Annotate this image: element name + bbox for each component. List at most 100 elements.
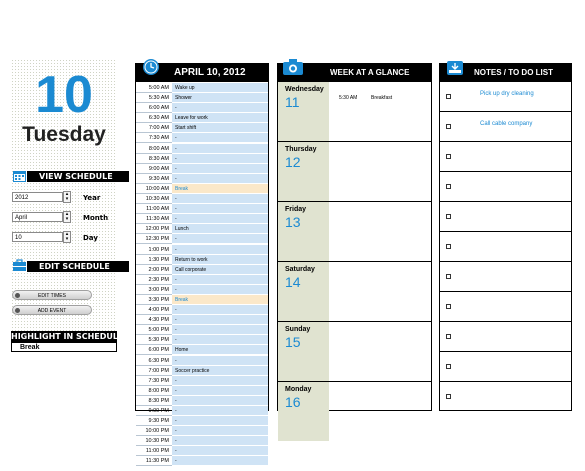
week-day-block: Friday 13	[278, 202, 431, 262]
schedule-row: 2:00 PM Call corporate	[136, 264, 268, 275]
add-event-button[interactable]: ADD EVENT	[12, 305, 92, 315]
note-checkbox[interactable]	[446, 124, 451, 129]
schedule-event[interactable]: -	[172, 385, 268, 396]
schedule-row: 9:30 PM -	[136, 416, 268, 427]
schedule-event[interactable]: -	[172, 153, 268, 164]
schedule-time: 4:30 PM	[136, 315, 172, 326]
year-spinner[interactable]: ▴ ▾	[63, 191, 71, 203]
note-row	[440, 202, 571, 232]
note-checkbox[interactable]	[446, 364, 451, 369]
note-checkbox[interactable]	[446, 154, 451, 159]
schedule-row: 5:00 PM -	[136, 325, 268, 336]
schedule-time: 8:00 AM	[136, 144, 172, 154]
schedule-event[interactable]: -	[172, 234, 268, 245]
schedule-event[interactable]: -	[172, 163, 268, 174]
schedule-event[interactable]: Soccer practice	[172, 365, 268, 376]
edit-times-button[interactable]: EDIT TIMES	[12, 290, 92, 300]
schedule-event[interactable]: Lunch	[172, 224, 268, 235]
month-spinner[interactable]: ▴ ▾	[63, 211, 71, 223]
schedule-event[interactable]: Start shift	[172, 123, 268, 134]
note-checkbox[interactable]	[446, 184, 451, 189]
month-label: Month	[83, 214, 109, 222]
schedule-event[interactable]: -	[172, 204, 268, 215]
schedule-row: 10:30 AM -	[136, 194, 268, 205]
note-checkbox[interactable]	[446, 274, 451, 279]
schedule-event[interactable]: Leave for work	[172, 113, 268, 124]
schedule-event[interactable]: -	[172, 325, 268, 336]
week-day-name: Friday	[285, 206, 307, 213]
schedule-event[interactable]: -	[172, 426, 268, 437]
schedule-event[interactable]: -	[172, 173, 268, 184]
schedule-event[interactable]: -	[172, 284, 268, 295]
schedule-event[interactable]: Shower	[172, 93, 268, 104]
schedule-row: 11:30 AM -	[136, 214, 268, 225]
schedule-time: 7:00 PM	[136, 366, 172, 376]
note-checkbox[interactable]	[446, 304, 451, 309]
schedule-time: 10:00 PM	[136, 426, 172, 437]
note-checkbox[interactable]	[446, 94, 451, 99]
day-field[interactable]: 10	[12, 232, 63, 242]
week-day-side	[278, 202, 329, 261]
schedule-time: 6:00 PM	[136, 345, 172, 356]
schedule-row: 5:30 PM -	[136, 335, 268, 346]
day-spinner[interactable]: ▴ ▾	[63, 231, 71, 243]
year-field[interactable]: 2012	[12, 192, 63, 202]
note-row: Call cable company	[440, 112, 571, 142]
schedule-row: 10:00 AM Break	[136, 183, 268, 194]
schedule-time: 8:00 PM	[136, 386, 172, 396]
month-field[interactable]: April	[12, 212, 63, 222]
highlight-input[interactable]: Break	[11, 342, 117, 352]
schedule-time: 7:30 AM	[136, 133, 172, 144]
schedule-event[interactable]: Call corporate	[172, 264, 268, 275]
schedule-event[interactable]: -	[172, 133, 268, 144]
note-row	[440, 382, 571, 410]
schedule-time: 1:00 PM	[136, 245, 172, 255]
schedule-time: 11:30 PM	[136, 456, 172, 467]
left-panel: 10 Tuesday VIEW SCHEDULE 2012 ▴ ▾ Year Ap…	[11, 59, 129, 352]
note-checkbox[interactable]	[446, 244, 451, 249]
schedule-time: 10:00 AM	[136, 184, 172, 194]
schedule-row: 9:00 PM -	[136, 406, 268, 416]
schedule-event[interactable]: -	[172, 274, 268, 285]
schedule-event[interactable]: -	[172, 305, 268, 316]
week-day-name: Sunday	[285, 326, 311, 333]
schedule-event[interactable]: -	[172, 355, 268, 366]
week-header: WEEK AT A GLANCE	[278, 59, 431, 82]
schedule-event[interactable]: -	[172, 194, 268, 205]
schedule-event[interactable]: -	[172, 335, 268, 346]
schedule-event[interactable]: -	[172, 244, 268, 255]
schedule-time: 11:00 PM	[136, 446, 172, 457]
note-row	[440, 142, 571, 172]
schedule-event[interactable]: Home	[172, 345, 268, 356]
schedule-event[interactable]: Break	[172, 294, 268, 305]
schedule-event[interactable]: -	[172, 456, 268, 467]
add-event-dot-icon	[15, 307, 20, 313]
schedule-event[interactable]: -	[172, 406, 268, 416]
week-day-number: 15	[285, 334, 301, 350]
week-day-side	[278, 82, 329, 141]
note-text[interactable]: Pick up dry cleaning	[480, 91, 534, 97]
week-event-time: 5:30 AM	[339, 95, 358, 101]
schedule-event[interactable]: Break	[172, 183, 268, 194]
schedule-row: 7:00 PM Soccer practice	[136, 365, 268, 376]
schedule-event[interactable]: -	[172, 446, 268, 457]
schedule-row: 1:00 PM -	[136, 244, 268, 255]
schedule-event[interactable]: -	[172, 375, 268, 386]
schedule-row: 1:30 PM Return to work	[136, 254, 268, 265]
note-row: Pick up dry cleaning	[440, 82, 571, 112]
schedule-event[interactable]: -	[172, 416, 268, 427]
schedule-event[interactable]: -	[172, 436, 268, 447]
note-checkbox[interactable]	[446, 394, 451, 399]
schedule-event[interactable]: Return to work	[172, 254, 268, 265]
schedule-event[interactable]: Wake up	[172, 83, 268, 93]
schedule-event[interactable]: -	[172, 395, 268, 406]
schedule-event[interactable]: -	[172, 214, 268, 225]
schedule-event[interactable]: -	[172, 143, 268, 154]
schedule-row: 4:30 PM -	[136, 315, 268, 326]
schedule-event[interactable]: -	[172, 103, 268, 114]
schedule-row: 6:00 AM -	[136, 103, 268, 114]
note-text[interactable]: Call cable company	[480, 121, 533, 127]
note-checkbox[interactable]	[446, 334, 451, 339]
schedule-event[interactable]: -	[172, 315, 268, 326]
note-checkbox[interactable]	[446, 214, 451, 219]
